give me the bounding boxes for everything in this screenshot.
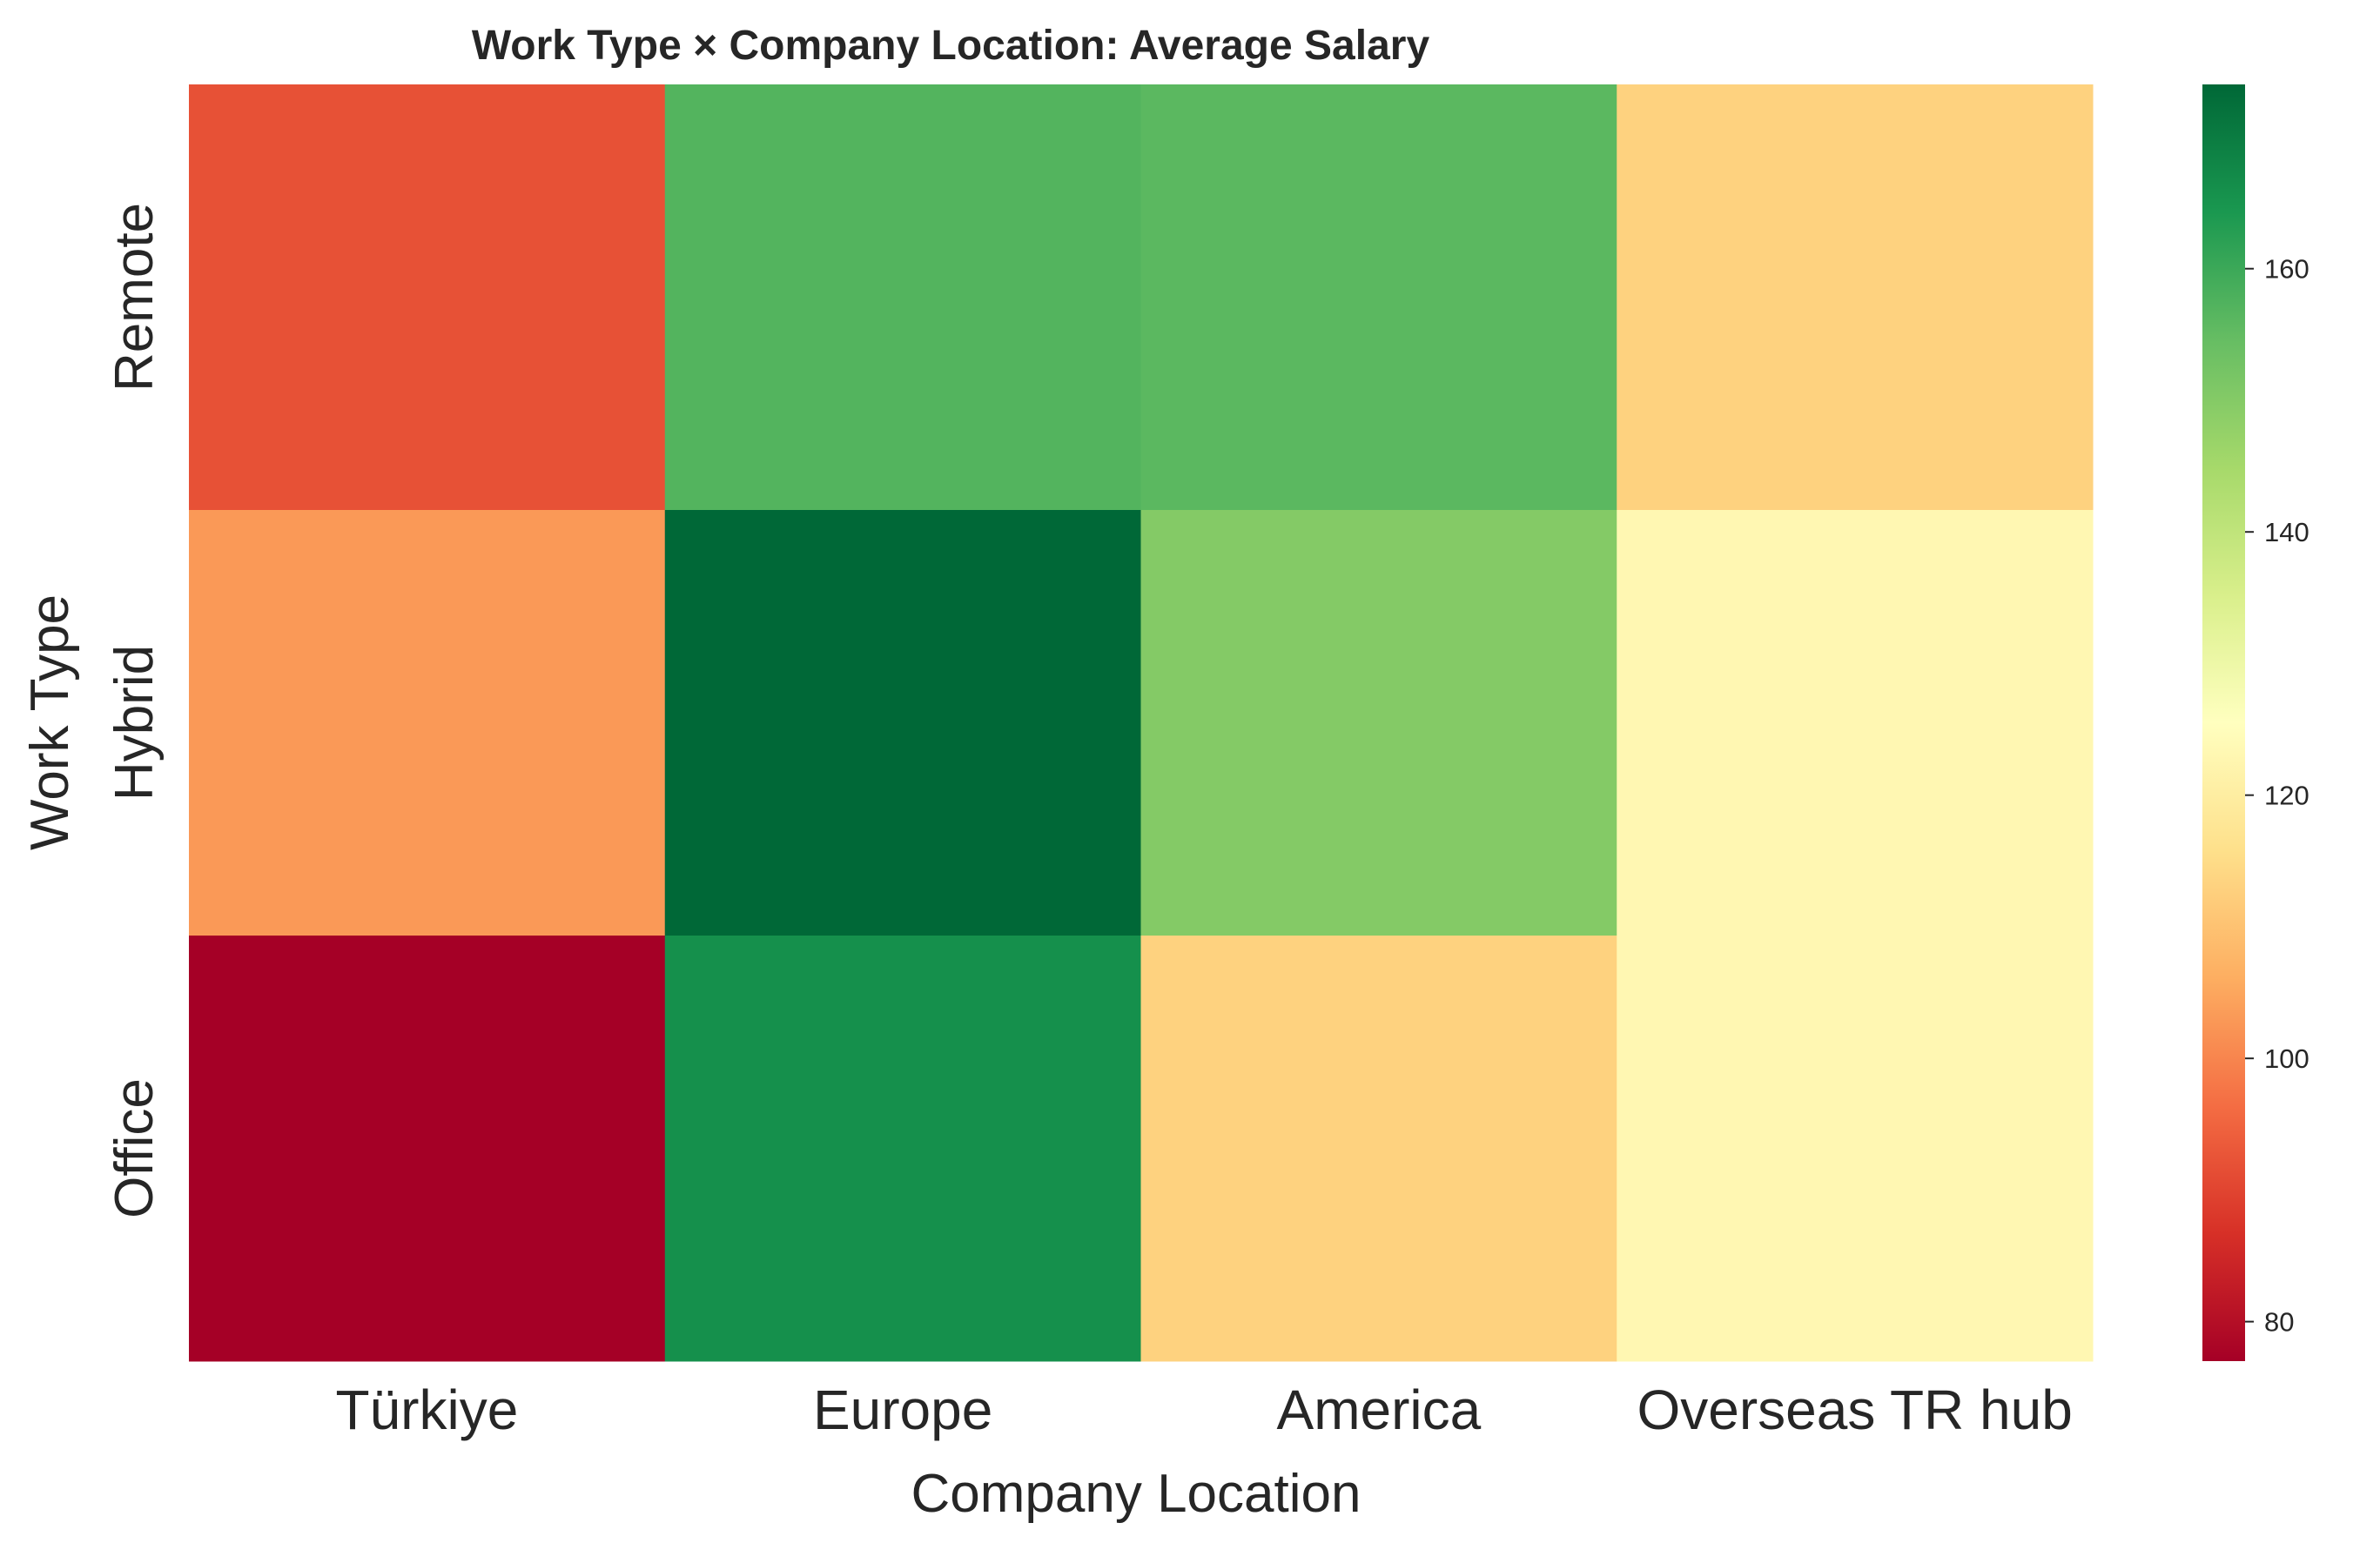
heatmap-cell (1140, 510, 1617, 936)
colorbar-tick-label: 80 (2264, 1307, 2294, 1338)
x-tick-labels: Türkiye Europe America Overseas TR hub (335, 1379, 2072, 1441)
chart-title: Work Type × Company Location: Average Sa… (472, 23, 1430, 69)
heatmap-cell (664, 510, 1141, 936)
heatmap-cell (1140, 936, 1617, 1362)
heatmap-cell (1617, 510, 2094, 936)
colorbar-tick-label: 140 (2264, 517, 2309, 547)
heatmap-cells (189, 84, 2094, 1362)
colorbar-tick-label: 100 (2264, 1043, 2309, 1074)
y-tick-label: Hybrid (104, 645, 165, 801)
heatmap-cell (664, 936, 1141, 1362)
x-tick-label: Overseas TR hub (1637, 1379, 2072, 1441)
heatmap-cell (1617, 936, 2094, 1362)
heatmap-cell (1140, 84, 1617, 511)
heatmap-cell (189, 936, 666, 1362)
colorbar (2202, 84, 2245, 1361)
x-axis-label: Company Location (911, 1464, 1361, 1524)
x-tick-label: Türkiye (335, 1379, 518, 1441)
x-tick-label: Europe (813, 1379, 992, 1441)
y-tick-label: Office (104, 1078, 165, 1218)
heatmap-cell (189, 84, 666, 511)
colorbar-ticks: 80 100 120 140 160 (2245, 254, 2309, 1338)
heatmap-cell (189, 510, 666, 936)
colorbar-tick-label: 160 (2264, 254, 2309, 285)
x-tick-label: America (1277, 1379, 1482, 1441)
colorbar-tick-label: 120 (2264, 781, 2309, 811)
heatmap-cell (1617, 84, 2094, 511)
heatmap-cell (664, 84, 1141, 511)
y-tick-label: Remote (104, 203, 165, 392)
y-tick-labels: Remote Hybrid Office (104, 203, 165, 1218)
y-axis-label: Work Type (20, 594, 80, 850)
